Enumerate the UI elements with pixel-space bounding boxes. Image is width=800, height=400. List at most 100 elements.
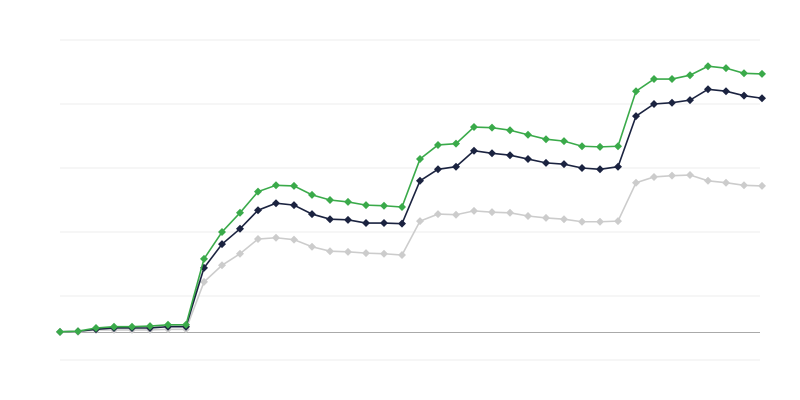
point	[380, 219, 388, 228]
point	[128, 322, 136, 331]
point	[182, 320, 190, 329]
point	[326, 196, 334, 204]
point	[470, 206, 478, 215]
series-line	[59, 65, 763, 333]
point	[290, 181, 298, 190]
point	[74, 327, 82, 336]
point	[110, 322, 118, 331]
point	[668, 75, 676, 84]
point	[308, 210, 316, 219]
point	[146, 322, 154, 331]
point	[416, 176, 424, 185]
point	[632, 178, 640, 187]
point	[614, 162, 622, 171]
point	[254, 187, 262, 196]
point	[326, 215, 334, 224]
point	[398, 203, 406, 212]
point	[596, 142, 604, 151]
point	[164, 320, 172, 329]
point	[560, 215, 568, 224]
point	[686, 171, 694, 180]
point	[488, 208, 496, 217]
point	[632, 87, 640, 96]
point	[614, 142, 622, 151]
point	[722, 87, 730, 96]
point	[740, 69, 748, 78]
point	[200, 277, 208, 286]
point	[452, 139, 460, 148]
point	[92, 324, 100, 332]
point	[236, 224, 244, 233]
point	[434, 210, 442, 219]
point	[398, 251, 406, 260]
point	[722, 178, 730, 187]
point	[434, 165, 442, 174]
point	[560, 137, 568, 146]
point	[452, 162, 460, 171]
point	[524, 155, 532, 164]
point	[452, 210, 460, 219]
point	[740, 181, 748, 190]
point	[686, 96, 694, 105]
point	[218, 240, 226, 249]
series-line	[60, 174, 763, 333]
point	[704, 62, 712, 71]
point	[308, 242, 316, 251]
point	[596, 165, 604, 174]
point	[272, 181, 280, 190]
point	[524, 130, 532, 139]
point	[254, 206, 262, 215]
point	[650, 75, 658, 84]
point	[290, 235, 298, 244]
point	[362, 249, 370, 258]
point	[758, 69, 766, 78]
point	[236, 249, 244, 258]
point	[722, 64, 730, 73]
point	[650, 100, 658, 108]
point	[632, 112, 640, 121]
point	[542, 158, 550, 167]
point	[380, 201, 388, 210]
point	[308, 190, 316, 199]
point	[416, 155, 424, 164]
point	[326, 247, 334, 256]
point	[362, 219, 370, 228]
point	[506, 151, 514, 160]
point	[578, 217, 586, 226]
point	[344, 247, 352, 256]
point	[758, 181, 766, 190]
series-line	[59, 88, 763, 333]
point	[344, 215, 352, 224]
point	[758, 94, 766, 103]
point	[488, 123, 496, 132]
point	[488, 149, 496, 158]
point	[416, 217, 424, 226]
point	[254, 235, 262, 244]
point	[704, 176, 712, 185]
point	[542, 213, 550, 222]
point	[344, 197, 352, 206]
point	[668, 98, 676, 107]
point	[578, 164, 586, 172]
point	[290, 201, 298, 210]
point	[470, 146, 478, 155]
point	[470, 123, 478, 132]
point	[686, 71, 694, 80]
point	[668, 171, 676, 180]
point	[380, 249, 388, 258]
point	[596, 217, 604, 226]
point	[542, 135, 550, 144]
point	[200, 254, 208, 263]
point	[578, 142, 586, 151]
point	[650, 172, 658, 181]
point	[524, 212, 532, 220]
point	[272, 233, 280, 242]
point	[362, 201, 370, 210]
point	[56, 327, 64, 336]
point	[614, 217, 622, 226]
point	[704, 85, 712, 94]
point	[506, 126, 514, 135]
point	[236, 208, 244, 217]
